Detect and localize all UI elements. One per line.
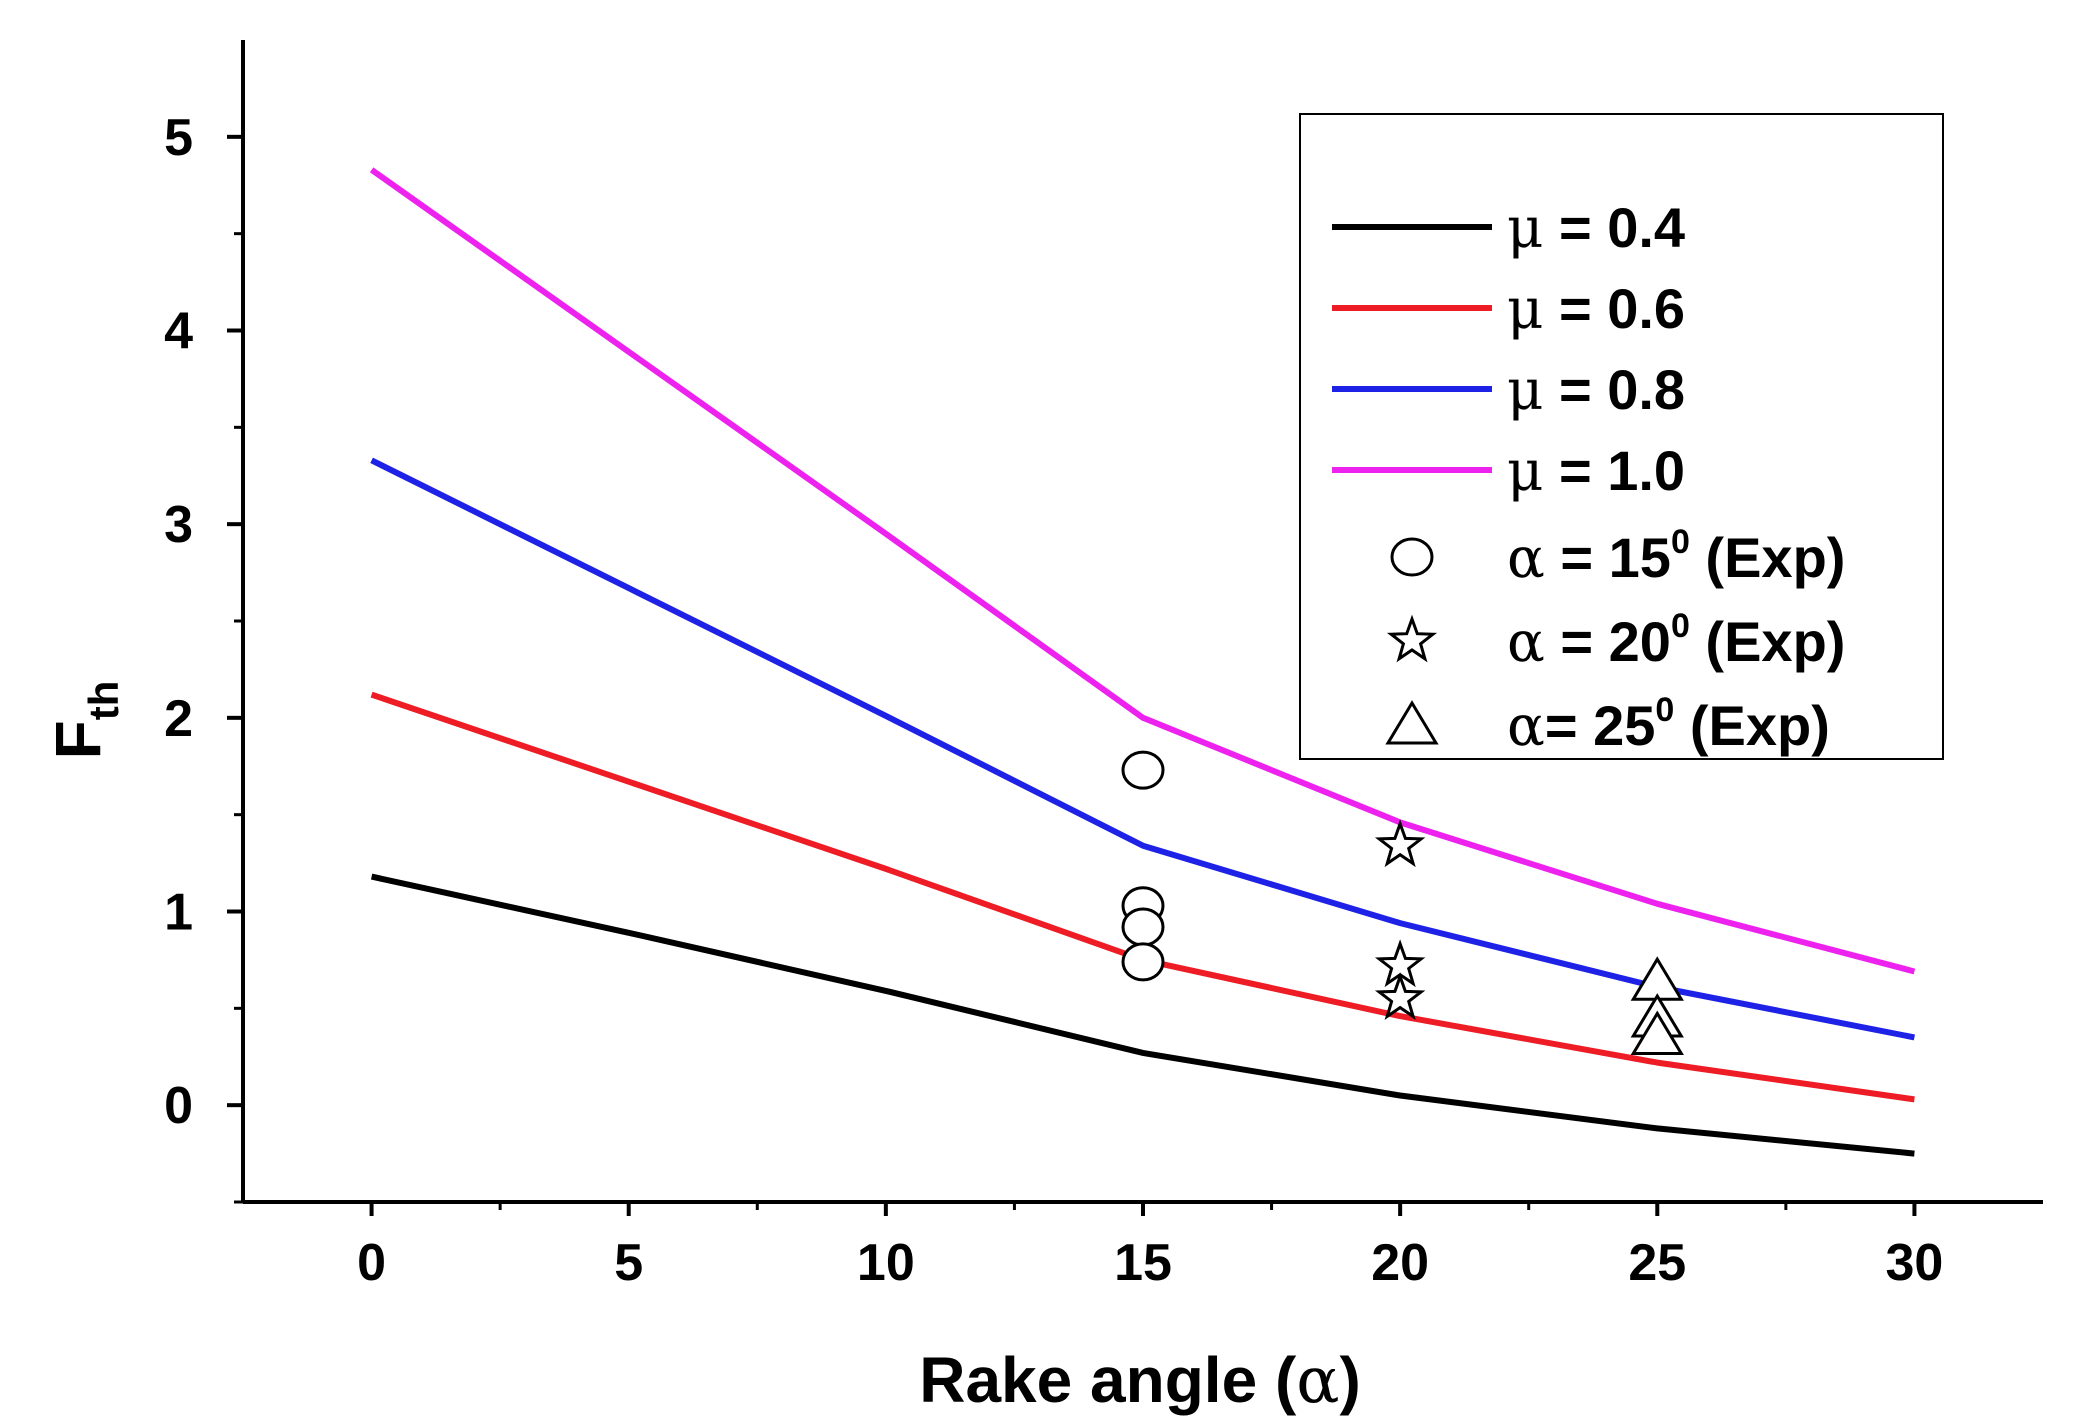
y-tick-label: 4 xyxy=(164,303,193,361)
legend-marker xyxy=(1385,700,1439,745)
legend-label: μ = 1.0 xyxy=(1507,439,1685,504)
legend-label: α = 150 (Exp) xyxy=(1507,523,1845,591)
exp-point xyxy=(1121,942,1165,982)
legend-marker xyxy=(1390,537,1434,577)
legend-label: α= 250 (Exp) xyxy=(1507,691,1830,759)
x-tick-label: 30 xyxy=(1886,1234,1944,1292)
legend: μ = 0.4 μ = 0.6 μ = 0.8 μ = 1.0 α = 150 (Exp… xyxy=(1299,113,1944,760)
exp-point xyxy=(1374,819,1426,868)
y-tick-label: 2 xyxy=(164,690,193,748)
markers-layer xyxy=(1121,750,1684,1055)
legend-marker xyxy=(1386,614,1438,663)
y-axis-title: Fth xyxy=(42,681,127,760)
y-tick-label: 5 xyxy=(164,109,193,167)
exp-point xyxy=(1374,972,1426,1021)
x-tick-label: 5 xyxy=(614,1234,643,1292)
legend-label: μ = 0.4 xyxy=(1507,196,1685,261)
x-axis-title: Rake angle (α) xyxy=(919,1344,1361,1418)
y-tick-label: 1 xyxy=(164,884,193,942)
axes: 0 5 10 15 20 25 30 0 1 2 3 4 5 xyxy=(164,40,2043,1292)
exp-point xyxy=(1121,750,1165,790)
exp-point xyxy=(1630,1010,1684,1055)
exp-point xyxy=(1121,907,1165,947)
x-tick-label: 15 xyxy=(1114,1234,1172,1292)
legend-label: μ = 0.8 xyxy=(1507,358,1685,423)
series-line xyxy=(370,873,1915,1157)
legend-label: α = 200 (Exp) xyxy=(1507,607,1845,675)
x-tick-label: 10 xyxy=(857,1234,915,1292)
y-tick-label: 3 xyxy=(164,496,193,554)
x-tick-label: 25 xyxy=(1628,1234,1686,1292)
y-tick-label: 0 xyxy=(164,1077,193,1135)
x-tick-label: 0 xyxy=(357,1234,386,1292)
series-line xyxy=(369,167,1916,975)
legend-label: μ = 0.6 xyxy=(1507,277,1685,342)
x-tick-label: 20 xyxy=(1371,1234,1429,1292)
